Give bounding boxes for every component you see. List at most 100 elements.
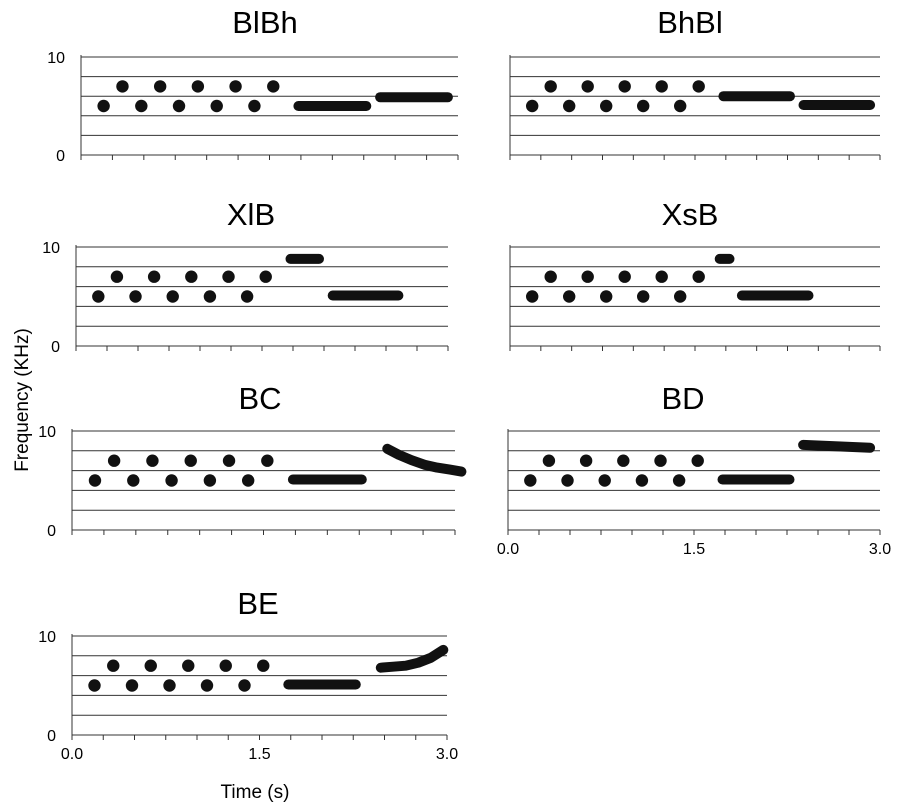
- tone-dot: [542, 454, 556, 467]
- tone-dot: [110, 270, 124, 283]
- y-tick-label: 0: [56, 148, 65, 165]
- tone-dot: [135, 99, 148, 113]
- panel-4: BC 0 10: [38, 381, 467, 540]
- tone-dot: [92, 290, 105, 303]
- tone-dot: [97, 99, 110, 113]
- tone-dot: [200, 679, 214, 692]
- tone-dot: [692, 80, 705, 93]
- tone-dot: [144, 659, 157, 672]
- panel-title: BD: [661, 381, 704, 416]
- tone-dot: [238, 679, 251, 692]
- tone-dot: [674, 290, 687, 303]
- tone-dot: [563, 290, 576, 303]
- tone-dot: [129, 290, 142, 303]
- tone-dot: [241, 474, 255, 487]
- tone-dot: [600, 290, 613, 303]
- x-tick-label: 3.0: [436, 746, 458, 763]
- tone-dot: [261, 454, 274, 467]
- x-tick-label: 1.5: [248, 746, 270, 763]
- tone-dot: [184, 454, 197, 467]
- panel-5: BD 0.0 1.5 3.0: [497, 381, 891, 558]
- tone-dot: [637, 99, 650, 113]
- tone-segment: [798, 439, 876, 453]
- tone-dot: [544, 270, 557, 283]
- tone-dot: [203, 290, 217, 303]
- tone-dot: [182, 659, 195, 672]
- tone-dot: [146, 454, 159, 467]
- tone-dot: [116, 80, 129, 93]
- panel-6: BE 0 10 0.0 1.5 3.0: [38, 586, 458, 763]
- tone-dot: [581, 270, 594, 283]
- tone-dot: [229, 80, 242, 93]
- tone-dot: [526, 290, 539, 303]
- tone-segment: [382, 443, 467, 477]
- panel-1: BhBl: [509, 5, 881, 160]
- panel-title: XsB: [662, 197, 719, 232]
- tone-dot: [618, 80, 631, 93]
- tone-dot: [240, 290, 254, 303]
- tone-dot: [692, 270, 705, 283]
- tone-dot: [672, 474, 686, 487]
- y-tick-label: 10: [42, 240, 60, 257]
- tone-dot: [222, 270, 235, 283]
- tone-dot: [166, 290, 179, 303]
- panels: BlBh 0 10 BhBl XlB 0 10 XsB BC 0 10 BD 0.0 1.5 3.0 BE 0 1…: [38, 5, 891, 763]
- tone-dot: [691, 454, 704, 467]
- x-tick-label: 3.0: [869, 541, 891, 558]
- panel-title: BlBh: [232, 5, 297, 40]
- tone-dot: [88, 474, 102, 487]
- tone-dot: [153, 80, 167, 93]
- tone-dot: [635, 474, 649, 487]
- tone-dot: [147, 270, 161, 283]
- x-tick-label: 1.5: [683, 541, 705, 558]
- y-tick-label: 10: [38, 629, 56, 646]
- tone-dot: [524, 474, 537, 487]
- tone-dot: [617, 454, 630, 467]
- tone-dot: [655, 80, 668, 93]
- tone-dot: [88, 679, 101, 692]
- tone-dot: [563, 99, 576, 113]
- tone-dot: [561, 474, 574, 487]
- tone-dot: [259, 270, 272, 283]
- panel-3: XsB: [509, 197, 881, 351]
- tone-dot: [526, 99, 539, 113]
- tone-dot: [618, 270, 631, 283]
- tone-dot: [598, 474, 611, 487]
- tone-dot: [600, 99, 613, 113]
- tone-dot: [654, 454, 667, 467]
- x-tick-label: 0.0: [61, 746, 83, 763]
- tone-dot: [125, 679, 139, 692]
- tone-dot: [210, 99, 223, 113]
- y-axis-label: Frequency (KHz): [12, 328, 33, 472]
- tone-dot: [163, 679, 176, 692]
- y-tick-label: 0: [47, 523, 56, 540]
- y-tick-label: 10: [47, 50, 65, 67]
- y-tick-label: 0: [51, 339, 60, 356]
- tone-dot: [203, 474, 217, 487]
- tone-dot: [107, 659, 120, 672]
- tone-dot: [655, 270, 668, 283]
- tone-segment: [375, 644, 449, 673]
- tone-dot: [191, 80, 205, 93]
- x-axis-label: Time (s): [221, 782, 290, 803]
- tone-dot: [127, 474, 140, 487]
- panel-title: BC: [238, 381, 281, 416]
- y-tick-label: 10: [38, 424, 56, 441]
- tone-dot: [544, 80, 557, 93]
- tone-dot: [107, 454, 121, 467]
- panel-0: BlBh 0 10: [47, 5, 459, 165]
- tone-dot: [637, 290, 650, 303]
- tone-dot: [248, 99, 261, 113]
- tone-dot: [165, 474, 178, 487]
- tone-dot: [172, 99, 186, 113]
- panel-title: BhBl: [657, 5, 722, 40]
- y-tick-label: 0: [47, 728, 56, 745]
- tone-dot: [674, 99, 687, 113]
- x-tick-label: 0.0: [497, 541, 519, 558]
- tone-dot: [579, 454, 593, 467]
- tone-dot: [581, 80, 594, 93]
- tone-dot: [185, 270, 198, 283]
- tone-dot: [267, 80, 280, 93]
- panel-title: BE: [237, 586, 278, 621]
